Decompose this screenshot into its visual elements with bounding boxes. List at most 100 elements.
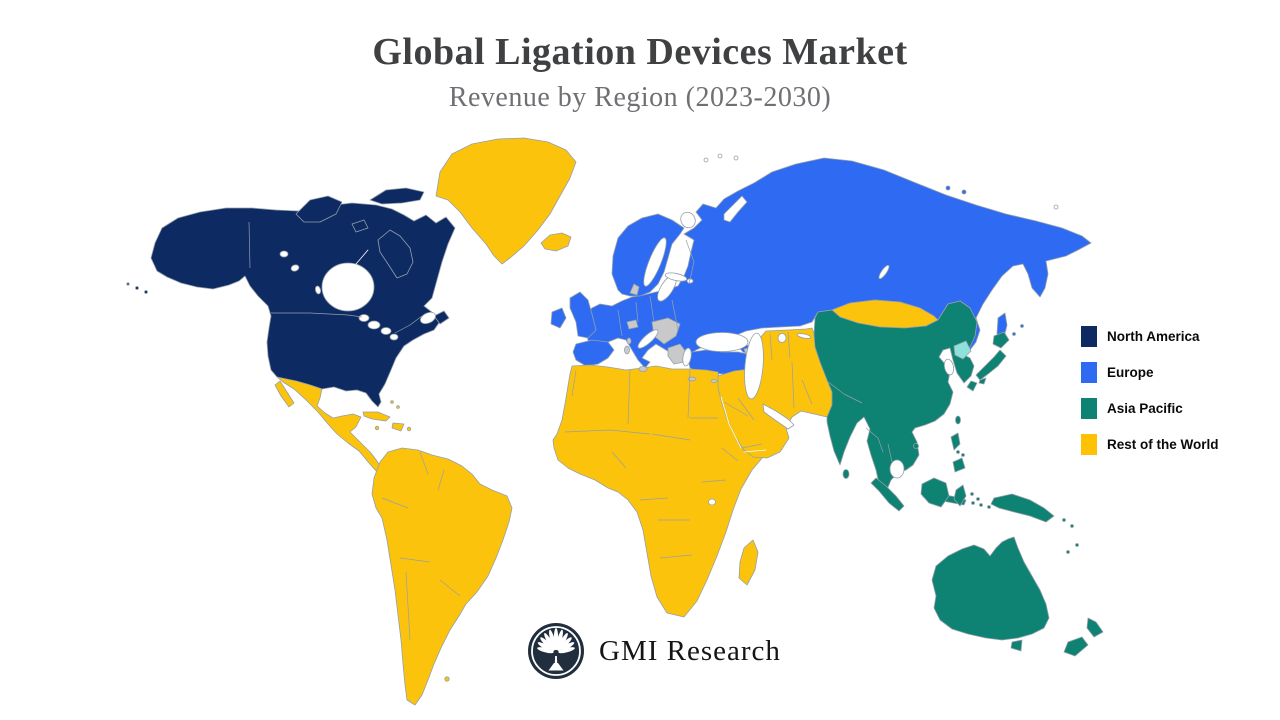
arctic-island-victoria [295, 195, 343, 223]
new-zealand-south [1063, 636, 1089, 657]
gulf-of-thailand [889, 459, 905, 479]
cyprus [710, 379, 718, 383]
legend-item-rest-of-world: Rest of the World [1081, 434, 1219, 455]
lake-victoria [708, 498, 716, 506]
logo-circle [528, 623, 584, 679]
legend: North America Europe Asia Pacific Rest o… [1081, 326, 1219, 470]
lake-balkhash [796, 333, 812, 339]
falklands [444, 676, 450, 682]
bahamas-dot [390, 400, 394, 404]
white-sea [680, 211, 696, 229]
philippines-luzon [950, 432, 961, 451]
pacific-dot [1066, 550, 1070, 554]
legend-swatch-north-america [1081, 326, 1097, 347]
japan-kyushu [966, 380, 978, 392]
gmi-research-logo: GMI Research [527, 622, 781, 680]
aleutian-dot [135, 286, 139, 290]
sulawesi [953, 484, 967, 507]
greenland [435, 137, 577, 265]
taiwan [955, 415, 961, 425]
new-siberian-dot [961, 189, 967, 195]
china-india-sea-mainland [813, 300, 978, 493]
svalbard-dot [717, 153, 723, 159]
region-rest-of-world [274, 137, 939, 706]
region-north-america [126, 187, 456, 408]
persian-gulf [762, 403, 795, 430]
great-lake [389, 333, 399, 341]
country-borders [248, 221, 893, 641]
hainan [913, 443, 919, 449]
japan-honshu [975, 349, 1007, 381]
legend-item-north-america: North America [1081, 326, 1219, 347]
baja-california [274, 380, 295, 408]
great-lake [358, 314, 370, 322]
legend-swatch-asia-pacific [1081, 398, 1097, 419]
bahamas-dot [396, 405, 400, 409]
gulf-of-finland [664, 272, 688, 282]
legend-swatch-rest-of-world [1081, 434, 1097, 455]
svalbard-dot [733, 155, 739, 161]
great-slave-lake [290, 264, 300, 272]
switzerland [626, 319, 639, 330]
great-britain [569, 291, 597, 339]
sicily [638, 366, 648, 372]
iberia [572, 339, 615, 367]
solomons-dot [1062, 518, 1066, 522]
japan-hokkaido [992, 331, 1010, 349]
page-title: Global Ligation Devices Market [372, 31, 908, 73]
aleutian-dot [126, 282, 130, 286]
sri-lanka [842, 469, 850, 479]
caspian-sea [744, 332, 764, 400]
outlined-islands [703, 153, 1059, 223]
scandinavia [611, 213, 685, 297]
gmi-logo-icon [528, 623, 584, 679]
yellow-sea [943, 358, 955, 376]
arctic-island-baffin [377, 229, 414, 279]
red-sea [720, 396, 742, 449]
new-zealand-north [1086, 617, 1104, 638]
philippines-mindanao [952, 457, 966, 473]
solomons-dot [1070, 524, 1074, 528]
adriatic-sea [637, 329, 659, 349]
sumatra [870, 477, 905, 512]
great-lake [367, 320, 381, 330]
logo-inner-ring [531, 626, 581, 676]
aral-sea [777, 333, 787, 343]
new-guinea [990, 493, 1055, 523]
denmark [629, 283, 640, 296]
legend-label-asia-pacific: Asia Pacific [1107, 401, 1183, 416]
philippines-dot [961, 453, 965, 457]
south-america [371, 447, 513, 706]
australia [931, 536, 1050, 641]
lesser-sunda-dot [987, 505, 991, 509]
legend-item-asia-pacific: Asia Pacific [1081, 398, 1219, 419]
great-lake [380, 327, 392, 335]
puerto-rico [406, 426, 412, 432]
gulf-of-bothnia [643, 237, 667, 287]
legend-item-europe: Europe [1081, 362, 1219, 383]
lesser-sunda-dot [971, 501, 975, 505]
newfoundland [433, 310, 450, 325]
na-mainland [150, 202, 456, 408]
new-siberian-dot [945, 185, 951, 191]
cuba [362, 411, 391, 422]
kuril-dot [1020, 324, 1024, 328]
borneo [920, 477, 950, 508]
pacific-dot [1075, 543, 1079, 547]
region-asia-pacific [813, 300, 1104, 657]
great-bear-lake [279, 250, 289, 258]
iceland [540, 232, 572, 252]
page-subtitle: Revenue by Region (2023-2030) [448, 82, 832, 113]
moluccas-dot [970, 492, 974, 496]
kuril-dot [1012, 332, 1016, 336]
seas-and-lakes [279, 211, 955, 506]
black-sea [695, 332, 749, 352]
gmi-logo-text: GMI Research [599, 634, 781, 667]
north-korea [953, 340, 972, 360]
hudson-channel [355, 249, 369, 265]
japan-shikoku [978, 377, 987, 385]
mexico-central-america [276, 376, 382, 473]
svalbard-dot [703, 157, 709, 163]
sardinia [624, 345, 630, 355]
